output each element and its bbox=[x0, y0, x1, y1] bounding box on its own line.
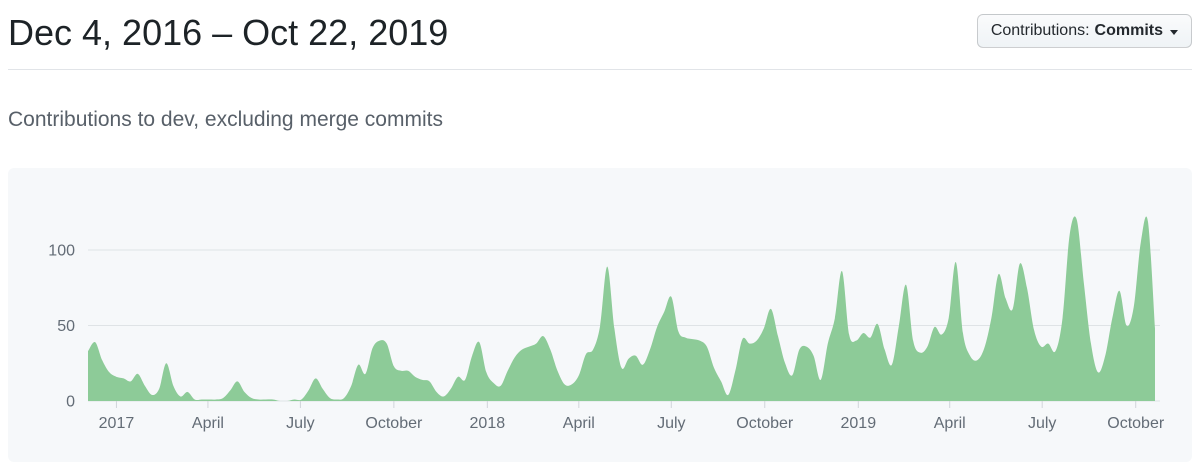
x-axis-label: April bbox=[934, 415, 966, 432]
contributions-area-chart[interactable]: 0 50 100 2017 April July October 2018 April July O… bbox=[8, 168, 1192, 462]
x-axis-label: July bbox=[657, 415, 685, 432]
x-axis-label: October bbox=[1107, 415, 1165, 432]
x-axis-label: April bbox=[563, 415, 595, 432]
x-axis-label: October bbox=[736, 415, 794, 432]
x-axis-label: 2017 bbox=[99, 415, 135, 432]
x-axis-label: July bbox=[1028, 415, 1056, 432]
x-axis-label: July bbox=[286, 415, 314, 432]
x-axis-label: 2018 bbox=[470, 415, 506, 432]
x-axis-label: 2019 bbox=[841, 415, 877, 432]
contributions-graph-panel: 0 50 100 2017 April July October 2018 April July O… bbox=[8, 168, 1192, 462]
commits-area-series[interactable] bbox=[88, 216, 1155, 401]
page-title: Dec 4, 2016 – Oct 22, 2019 bbox=[8, 12, 449, 53]
y-axis-label: 0 bbox=[66, 394, 75, 411]
dropdown-label-prefix: Contributions: bbox=[990, 22, 1090, 39]
caret-down-icon bbox=[1170, 29, 1178, 35]
x-axis-label: April bbox=[192, 415, 224, 432]
page-header: Dec 4, 2016 – Oct 22, 2019 Contributions… bbox=[8, 0, 1192, 70]
y-axis-label: 50 bbox=[57, 318, 75, 335]
chart-subtitle: Contributions to dev, excluding merge co… bbox=[8, 108, 443, 131]
contributions-dropdown-button[interactable]: Contributions: Commits bbox=[976, 14, 1192, 48]
x-axis: 2017 April July October 2018 April July October… bbox=[99, 401, 1165, 432]
y-axis-label: 100 bbox=[48, 243, 75, 260]
x-axis-label: October bbox=[365, 415, 423, 432]
dropdown-selected-value: Commits bbox=[1094, 22, 1163, 39]
contributors-page: Dec 4, 2016 – Oct 22, 2019 Contributions… bbox=[8, 0, 1192, 462]
